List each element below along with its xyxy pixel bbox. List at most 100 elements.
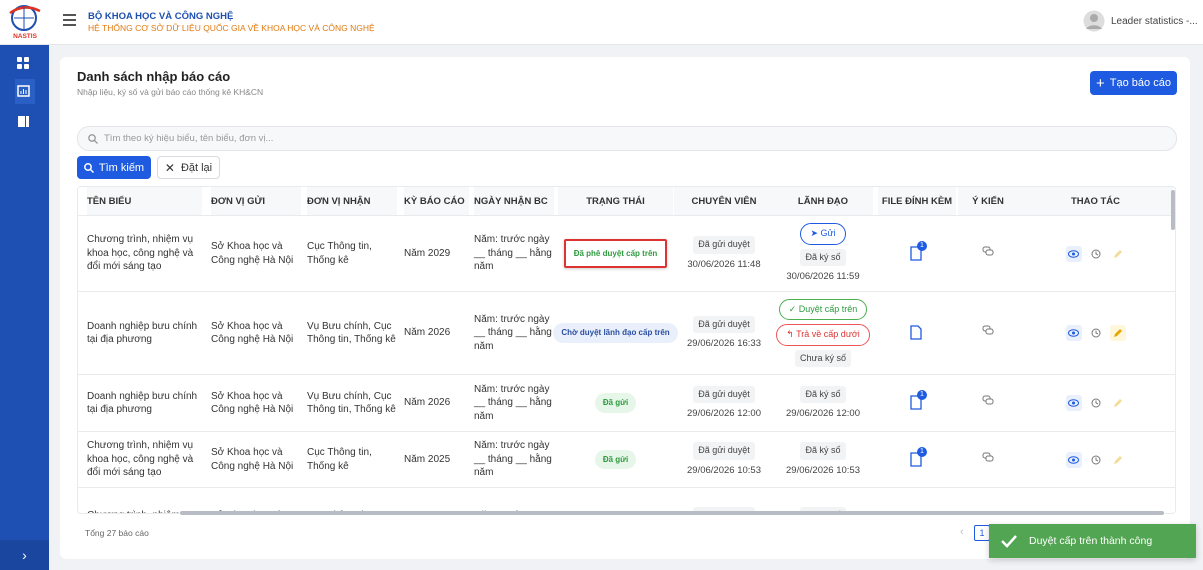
toast: Duyệt cấp trên thành công bbox=[989, 524, 1196, 558]
file-icon[interactable]: 1 bbox=[910, 390, 927, 411]
file-cell: 1 bbox=[878, 432, 956, 487]
table-row: Chương trình, nhiệm vụ khoa học, công ng… bbox=[78, 431, 1175, 487]
sender-unit: Sở Khoa học và Công nghệ Hà Nội bbox=[211, 390, 294, 416]
sidebar-icons bbox=[15, 57, 35, 127]
opinion-icon[interactable] bbox=[982, 325, 994, 341]
edit-button[interactable] bbox=[1109, 325, 1126, 341]
received-date-cell: Năm: trước ngày __ tháng __ hằng năm bbox=[474, 432, 554, 487]
leader-time: 30/06/2026 11:59 bbox=[786, 271, 860, 283]
create-button-label: Tạo báo cáo bbox=[1109, 77, 1171, 89]
report-name: Chương trình, nhiệm vụ khoa học, công ng… bbox=[87, 234, 194, 273]
search-button-label: Tìm kiếm bbox=[98, 161, 145, 174]
file-cell bbox=[878, 292, 956, 374]
column-header: TRẠNG THÁI bbox=[558, 187, 673, 215]
logo: NASTIS bbox=[9, 5, 41, 40]
sender-unit-cell: Sở Khoa học và Công nghệ Hà Nội bbox=[211, 375, 301, 431]
avatar[interactable] bbox=[1083, 10, 1105, 32]
received-date-cell: Năm: trước ngày __ tháng __ hằng năm bbox=[474, 216, 554, 291]
status-cell: Đã phê duyệt cấp trên bbox=[558, 216, 673, 291]
receiver-unit: Vụ Bưu chính, Cục Thông tin, Thống kê bbox=[307, 320, 396, 346]
search-icon bbox=[88, 133, 98, 144]
file-icon[interactable]: 1 bbox=[910, 446, 927, 468]
report-name-cell: Doanh nghiệp bưu chính tại địa phương bbox=[87, 292, 202, 374]
history-button[interactable] bbox=[1088, 325, 1104, 341]
actions-cell bbox=[1018, 432, 1173, 487]
actions-cell bbox=[1018, 375, 1173, 431]
view-button[interactable] bbox=[1065, 245, 1082, 262]
view-button[interactable] bbox=[1065, 451, 1082, 468]
specialist-status: Đã gửi duyệt bbox=[693, 442, 755, 460]
status-badge: Đã gửi bbox=[594, 393, 637, 413]
total-count: Tổng 27 báo cáo bbox=[85, 528, 149, 538]
eye-glyph bbox=[1068, 399, 1079, 407]
column-header: ĐƠN VỊ GỬI bbox=[211, 187, 301, 215]
pencil-glyph bbox=[1113, 249, 1122, 258]
received-date: Năm: trước ngày __ tháng __ hằng năm bbox=[474, 383, 552, 422]
report-name: Chương trình, nhiệm vụ khoa học, công ng… bbox=[87, 440, 194, 479]
prev-page[interactable]: ‹ bbox=[960, 526, 964, 538]
file-badge: 1 bbox=[917, 240, 927, 251]
report-name-cell: Chương trình, nhiệm vụ bbox=[87, 488, 202, 513]
search-placeholder: Tìm theo ký hiệu biểu, tên biểu, đơn vị.… bbox=[104, 133, 274, 144]
received-date: Năm: trước ngày __ tháng __ hằng năm bbox=[474, 234, 552, 273]
table-row: Doanh nghiệp bưu chính tại địa phương Sở … bbox=[78, 291, 1175, 374]
status-cell: Chờ duyệt lãnh đạo cấp trên bbox=[553, 292, 678, 374]
sender-unit-cell: Sở Khoa học và Công nghệ Hà Nội bbox=[211, 292, 301, 374]
search-button[interactable]: Tìm kiếm bbox=[77, 156, 151, 179]
chat-glyph bbox=[982, 452, 994, 462]
leader-action-button[interactable]: ↰ Trả về cấp dưới bbox=[776, 324, 870, 346]
report-period-cell: Năm 2029 bbox=[404, 216, 469, 291]
file-glyph bbox=[910, 395, 922, 410]
leader-action-button[interactable]: ✓ Duyệt cấp trên bbox=[778, 298, 868, 321]
opinion-icon[interactable] bbox=[982, 246, 994, 262]
view-button[interactable] bbox=[1065, 395, 1082, 411]
specialist-status: Đã gửi duyệt bbox=[693, 385, 755, 403]
opinion-icon[interactable] bbox=[982, 395, 994, 411]
history-button[interactable] bbox=[1088, 395, 1104, 411]
edit-button[interactable] bbox=[1110, 452, 1126, 468]
file-badge: 1 bbox=[917, 446, 927, 457]
file-glyph bbox=[910, 325, 922, 340]
sidebar-toggle[interactable]: › bbox=[0, 540, 49, 570]
edit-button[interactable] bbox=[1110, 246, 1126, 262]
history-button[interactable] bbox=[1088, 452, 1104, 468]
column-header: KỲ BÁO CÁO bbox=[404, 187, 469, 215]
page-title: Danh sách nhập báo cáo bbox=[77, 69, 231, 84]
file-cell: 1 bbox=[878, 216, 956, 291]
received-date-cell: Năm: trước ngày __ tháng __ hằng năm bbox=[474, 292, 554, 374]
column-header: LÃNH ĐẠO bbox=[773, 187, 873, 215]
action-icon: ↰ bbox=[786, 329, 797, 340]
table-row: Doanh nghiệp bưu chính tại địa phương Sở … bbox=[78, 374, 1175, 431]
status-cell: Đã gửi bbox=[558, 432, 673, 487]
sender-unit-cell: Sở Khoa học và Công nghệ Hà Nội bbox=[211, 216, 301, 291]
top-bar: NASTIS BỘ KHOA HỌC VÀ CÔNG NGHỆ HỆ THỐNG… bbox=[0, 0, 1203, 45]
reset-button[interactable]: ✕ Đặt lại bbox=[157, 156, 220, 179]
view-button[interactable] bbox=[1065, 325, 1082, 341]
leader-action-button[interactable]: ➤ Gửi bbox=[800, 223, 846, 245]
report-table: TÊN BIỂU ĐƠN VỊ GỬI ĐƠN VỊ NHẬN KỲ BÁO CÁO N… bbox=[77, 186, 1176, 514]
opinion-cell bbox=[958, 292, 1018, 374]
report-period: Năm 2026 bbox=[404, 327, 451, 339]
create-button[interactable]: + Tạo báo cáo bbox=[1090, 71, 1177, 95]
user-name[interactable]: Leader statistics -... bbox=[1111, 16, 1198, 27]
search-input[interactable]: Tìm theo ký hiệu biểu, tên biểu, đơn vị.… bbox=[77, 126, 1177, 151]
leader-cell: ✓ Duyệt cấp trên ↰ Trả về cấp dưới Chưa ký… bbox=[773, 292, 873, 374]
h-scrollbar[interactable] bbox=[180, 511, 1164, 515]
v-scrollbar[interactable] bbox=[1171, 190, 1175, 230]
file-icon[interactable]: 1 bbox=[910, 240, 927, 262]
menu-icon[interactable] bbox=[63, 14, 76, 26]
leader-status: Đã ký số bbox=[800, 442, 846, 460]
file-icon[interactable] bbox=[910, 325, 924, 341]
action-icon: ✓ bbox=[788, 303, 799, 314]
table-row: Chương trình, nhiệm vụSở Khoa học vàCục … bbox=[78, 487, 1175, 513]
opinion-icon[interactable] bbox=[982, 452, 994, 468]
history-button[interactable] bbox=[1088, 246, 1104, 262]
clock-glyph bbox=[1091, 249, 1100, 258]
opinion-cell bbox=[958, 432, 1018, 487]
report-period: Năm 2025 bbox=[404, 453, 451, 465]
toast-message: Duyệt cấp trên thành công bbox=[1029, 535, 1153, 547]
file-glyph bbox=[910, 245, 922, 261]
edit-button[interactable] bbox=[1110, 395, 1126, 411]
page-number[interactable]: 1 bbox=[974, 525, 990, 541]
